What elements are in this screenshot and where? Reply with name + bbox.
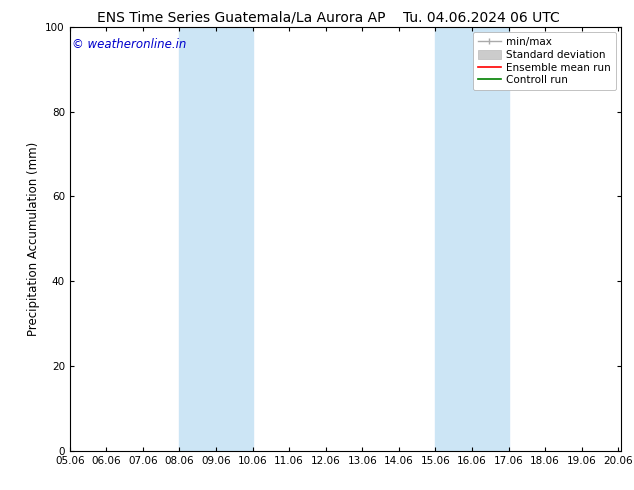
Bar <box>436 27 508 451</box>
Legend: min/max, Standard deviation, Ensemble mean run, Controll run: min/max, Standard deviation, Ensemble me… <box>473 32 616 90</box>
Bar <box>179 27 252 451</box>
Text: ENS Time Series Guatemala/La Aurora AP: ENS Time Series Guatemala/La Aurora AP <box>96 11 385 25</box>
Text: Tu. 04.06.2024 06 UTC: Tu. 04.06.2024 06 UTC <box>403 11 560 25</box>
Text: © weatheronline.in: © weatheronline.in <box>72 38 187 50</box>
Y-axis label: Precipitation Accumulation (mm): Precipitation Accumulation (mm) <box>27 142 40 336</box>
